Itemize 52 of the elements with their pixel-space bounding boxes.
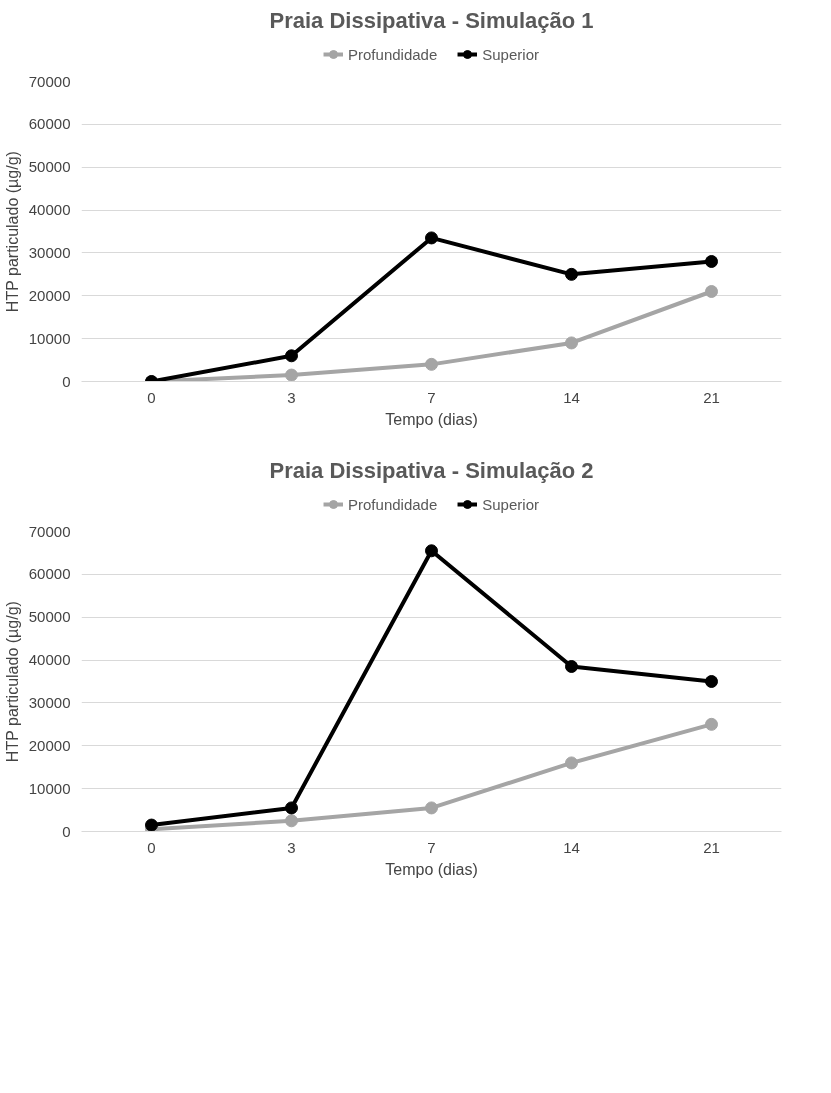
point (425, 801, 438, 815)
x-tick-label: 14 (563, 388, 580, 406)
x-tick-label: 7 (427, 838, 436, 856)
x-tick-label: 7 (427, 388, 436, 406)
y-tick-label: 20000 (28, 736, 71, 754)
point (425, 544, 438, 558)
point (285, 814, 298, 828)
point (565, 267, 578, 281)
x-tick-label: 3 (287, 838, 296, 856)
x-tick-label: 0 (147, 838, 156, 856)
y-tick-label: 40000 (28, 201, 71, 219)
point (705, 717, 718, 731)
x-tick-label: 21 (703, 838, 720, 856)
x-axis-title: Tempo (dias) (385, 410, 478, 428)
y-tick-label: 10000 (28, 329, 71, 347)
y-tick-label: 30000 (28, 693, 71, 711)
legend-label: Superior (482, 45, 539, 63)
y-tick-label: 50000 (28, 608, 71, 626)
y-tick-label: 60000 (28, 565, 71, 583)
point (705, 675, 718, 688)
y-tick-label: 0 (62, 372, 71, 390)
y-tick-label: 70000 (28, 522, 71, 540)
point (705, 255, 718, 268)
y-tick-label: 40000 (28, 651, 71, 669)
point (705, 285, 718, 298)
legend-label: Profundidade (348, 45, 438, 63)
legend-label: Superior (482, 495, 539, 513)
y-tick-label: 70000 (28, 72, 71, 90)
y-tick-label: 10000 (28, 779, 71, 797)
point (285, 368, 298, 382)
y-tick-label: 60000 (28, 115, 71, 133)
legend-label: Profundidade (348, 495, 438, 513)
point (565, 756, 578, 770)
y-tick-label: 20000 (28, 286, 71, 304)
y-axis-title: HTP particulado (µg/g) (3, 601, 21, 763)
y-tick-label: 30000 (28, 243, 71, 261)
point (425, 231, 438, 245)
y-tick-label: 0 (62, 822, 71, 840)
point (565, 660, 578, 673)
chart-title: Praia Dissipativa - Simulação 2 (269, 457, 594, 483)
point (425, 357, 438, 371)
x-tick-label: 14 (563, 838, 580, 856)
point (285, 349, 298, 363)
point (565, 336, 578, 350)
y-tick-label: 50000 (28, 158, 71, 176)
x-tick-label: 0 (147, 388, 156, 406)
x-axis-title: Tempo (dias) (385, 860, 478, 878)
point (285, 801, 298, 815)
chart-title: Praia Dissipativa - Simulação 1 (269, 7, 594, 33)
x-tick-label: 3 (287, 388, 296, 406)
y-axis-title: HTP particulado (µg/g) (3, 151, 21, 313)
x-tick-label: 21 (703, 388, 720, 406)
